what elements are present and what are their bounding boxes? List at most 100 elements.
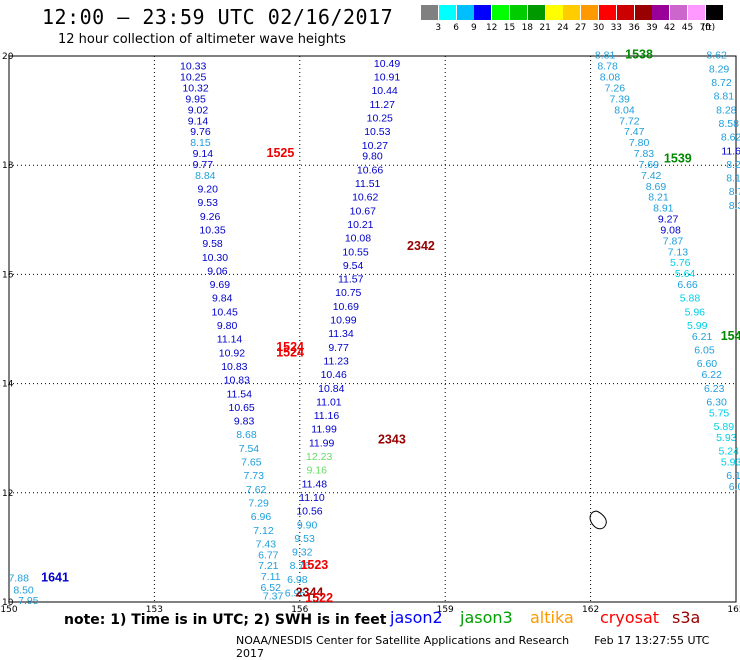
- wave-height-value: 10.65: [228, 402, 254, 414]
- track-right-edge: 8.628.298.728.818.288.588.6211.68.28.18.…: [706, 50, 740, 212]
- plot-frame: [8, 55, 737, 603]
- color-swatch: [688, 5, 705, 20]
- wave-height-value: 10.32: [182, 82, 208, 94]
- color-swatch: [563, 5, 581, 20]
- wave-height-value: 6.60: [697, 358, 718, 370]
- y-tick-label: 14: [2, 380, 14, 390]
- wave-height-value: 8.29: [709, 63, 730, 75]
- wave-height-value: 10.27: [362, 140, 388, 152]
- wave-height-value: 6.05: [694, 345, 715, 357]
- wave-height-value: 11.14: [217, 334, 243, 346]
- color-scale-label: 42: [663, 23, 676, 33]
- wave-height-value: 7.83: [634, 148, 655, 160]
- wave-height-value: 6.0: [729, 481, 740, 493]
- color-swatch: [599, 5, 616, 20]
- credit-text: NOAA/NESDIS Center for Satellite Applica…: [236, 634, 570, 647]
- wave-height-value: 8.3: [729, 200, 740, 212]
- x-tick-label: 153: [146, 605, 163, 615]
- y-tick-label: 16: [2, 270, 14, 280]
- color-swatch: [670, 5, 688, 20]
- wave-height-value: 10.35: [199, 224, 225, 236]
- color-scale-label: 24: [557, 23, 569, 33]
- wave-height-value: 10.49: [374, 58, 400, 70]
- wave-height-value: 10.55: [342, 246, 368, 258]
- wave-height-value: 11.48: [302, 478, 328, 490]
- wave-height-value: 10.30: [202, 252, 228, 264]
- wave-height-value: 9.32: [292, 547, 313, 559]
- color-scale-label: 15: [503, 23, 516, 33]
- wave-height-value: 8.58: [719, 118, 740, 130]
- color-swatch: [581, 5, 599, 20]
- wave-height-value: 10.08: [345, 233, 371, 245]
- wave-height-value: 9.53: [197, 197, 218, 209]
- wave-height-value: 9.16: [307, 465, 328, 477]
- wave-height-value: 5.96: [685, 306, 706, 318]
- wave-height-value: 10.44: [371, 85, 397, 97]
- wave-height-value: 11.99: [309, 437, 335, 449]
- wave-height-value: 8.28: [716, 104, 737, 116]
- legend-s3a: s3a: [672, 608, 701, 627]
- wave-height-value: 7.87: [663, 235, 684, 247]
- footer-credit: NOAA/NESDIS Center for Satellite Applica…: [236, 634, 740, 660]
- track-1525: 10.3310.2510.329.959.029.149.768.159.149…: [180, 61, 283, 603]
- color-scale-unit: (ft): [701, 23, 716, 33]
- color-swatch: [492, 5, 510, 20]
- wave-height-value: 10.83: [221, 361, 247, 373]
- wave-height-value: 10.91: [374, 72, 400, 84]
- wave-height-value: 10.66: [357, 164, 383, 176]
- wave-height-value: 9.77: [193, 159, 214, 171]
- wave-height-value: 11.34: [328, 328, 354, 340]
- wave-height-value: 5.93: [716, 432, 737, 444]
- color-scale-label: 33: [610, 23, 623, 33]
- wave-height-value: 9.80: [217, 320, 238, 332]
- pass-time-label: 154: [721, 329, 740, 343]
- wave-height-value: 6.96: [285, 588, 306, 600]
- color-swatch: [474, 5, 492, 20]
- wave-height-value: 9.14: [188, 115, 209, 127]
- wave-height-value: 11.57: [338, 274, 364, 286]
- color-scale-label: 70: [699, 23, 712, 33]
- y-tick-label: 10: [2, 598, 14, 608]
- wave-height-value: 9.58: [202, 238, 223, 250]
- wave-height-value: 10.83: [224, 375, 250, 387]
- wave-height-value: 7.95: [18, 595, 39, 607]
- wave-height-value: 10.21: [347, 219, 373, 231]
- wave-height-value: 7.37: [263, 590, 284, 602]
- wave-height-value: 8.62: [721, 132, 740, 144]
- wave-height-value: 9.95: [185, 93, 206, 105]
- y-tick-label: 12: [2, 489, 13, 499]
- color-swatch: [652, 5, 670, 20]
- wave-height-value: 7.62: [246, 484, 267, 496]
- wave-height-value: 8.7: [729, 186, 740, 198]
- wave-height-value: 7.47: [624, 126, 645, 138]
- wave-height-value: 7.88: [8, 572, 29, 584]
- color-scale-label: 30: [592, 23, 605, 33]
- wave-height-tracks: 10.3310.2510.329.959.029.149.768.159.149…: [8, 50, 740, 607]
- pass-time-label: 1523: [300, 558, 328, 572]
- wave-height-value: 11.23: [323, 355, 349, 367]
- wave-height-value: 9.76: [190, 126, 211, 138]
- wave-height-value: 8.08: [600, 72, 621, 84]
- pass-time-label: 1539: [664, 151, 692, 165]
- color-scale-label: 12: [485, 23, 498, 33]
- wave-height-value: 8.15: [190, 137, 211, 149]
- wave-height-value: 7.42: [641, 170, 662, 182]
- wave-height-value: 6.30: [706, 396, 727, 408]
- wave-height-value: 9.83: [234, 416, 255, 428]
- wave-height-value: 5.88: [680, 293, 701, 305]
- page-subtitle: 12 hour collection of altimeter wave hei…: [58, 32, 346, 47]
- map-grid: [8, 55, 737, 603]
- wave-height-value: 9.53: [294, 533, 315, 545]
- wave-height-value: 10.33: [180, 61, 206, 73]
- wave-height-value: 8.81: [714, 91, 735, 103]
- color-swatch: [510, 5, 527, 20]
- wave-height-value: 11.16: [314, 410, 340, 422]
- wave-height-value: 6.66: [677, 279, 698, 291]
- wave-height-value: 6.96: [251, 511, 272, 523]
- pass-time-label: 2343: [378, 433, 406, 447]
- wave-height-value: 10.25: [367, 113, 393, 125]
- wave-height-value: 7.69: [639, 159, 660, 171]
- wave-height-value: 9.26: [200, 211, 221, 223]
